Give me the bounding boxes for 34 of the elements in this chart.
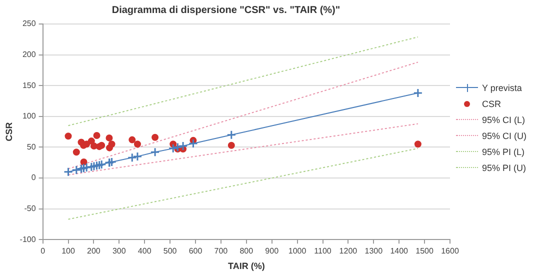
legend-label: 95% CI (U) bbox=[482, 131, 527, 141]
x-tick-label: 1300 bbox=[364, 246, 384, 256]
x-tick-label: 200 bbox=[87, 246, 101, 256]
y-tick-label: -50 bbox=[24, 204, 36, 214]
y-tick-label: 150 bbox=[22, 80, 36, 90]
y-axis-title: CSR bbox=[4, 122, 14, 142]
y-tick-label: 250 bbox=[22, 19, 36, 28]
x-tick-label: 1000 bbox=[288, 246, 307, 256]
x-tick-label: 800 bbox=[240, 246, 254, 256]
x-tick-label: 600 bbox=[188, 246, 203, 256]
y-tick-label: 50 bbox=[26, 142, 36, 152]
x-tick-label: 1200 bbox=[339, 246, 358, 256]
x-tick-label: 700 bbox=[214, 246, 228, 256]
legend-label: CSR bbox=[482, 99, 502, 109]
y-tick-label: 100 bbox=[22, 112, 36, 121]
x-tick-label: 1500 bbox=[416, 246, 434, 256]
x-tick-label: 900 bbox=[265, 246, 280, 256]
y-tick-label: 200 bbox=[22, 50, 36, 60]
y-tick-label: -100 bbox=[20, 234, 36, 244]
legend-label: 95% CI (L) bbox=[482, 115, 526, 125]
chart-title: Diagramma di dispersione "CSR" vs. "TAIR (%)" bbox=[112, 4, 340, 16]
x-tick-label: 300 bbox=[112, 246, 126, 256]
x-tick-label: 0 bbox=[40, 246, 46, 256]
legend-label: 95% PI (L) bbox=[482, 147, 525, 157]
x-tick-label: 1100 bbox=[314, 246, 332, 256]
legend-label: Y prevista bbox=[482, 83, 522, 93]
x-tick-label: 500 bbox=[163, 246, 178, 256]
x-tick-label: 1600 bbox=[441, 246, 460, 256]
y-tick-label: 0 bbox=[31, 173, 36, 182]
x-tick-label: 100 bbox=[62, 246, 76, 256]
legend-label: 95% PI (U) bbox=[482, 163, 526, 173]
x-tick-label: 1400 bbox=[390, 246, 409, 256]
x-axis-title: TAIR (%) bbox=[228, 261, 265, 272]
x-tick-label: 400 bbox=[138, 246, 152, 256]
